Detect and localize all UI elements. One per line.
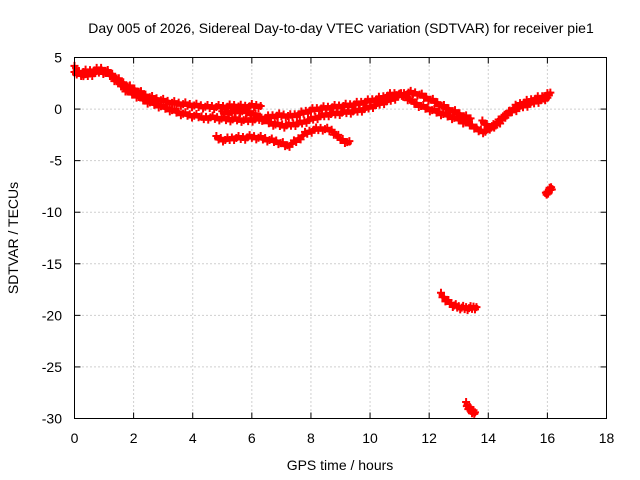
data-point xyxy=(496,119,505,128)
data-point xyxy=(338,135,347,144)
data-point xyxy=(137,92,145,101)
x-tick-label: 4 xyxy=(189,430,197,446)
data-point xyxy=(334,130,343,139)
x-tick-label: 12 xyxy=(421,430,437,446)
y-axis-label: SDTVAR / TECUs xyxy=(5,182,21,294)
y-tick-label: -20 xyxy=(42,307,62,323)
y-tick-labels: 5 0 -5 -10 -15 -20 -25 -30 xyxy=(42,50,62,427)
x-tick-label: 6 xyxy=(248,430,256,446)
plot-frame xyxy=(74,57,607,419)
series-track-j xyxy=(462,398,479,418)
data-point xyxy=(439,292,448,301)
data-point xyxy=(547,185,556,194)
data-point xyxy=(97,65,106,74)
data-point xyxy=(251,109,260,118)
data-point xyxy=(470,408,479,417)
data-point xyxy=(103,68,112,77)
data-point xyxy=(451,106,460,115)
data-point xyxy=(412,98,421,107)
y-tick-label: -5 xyxy=(50,153,63,169)
data-point xyxy=(436,288,445,297)
data-point xyxy=(444,104,453,113)
data-point xyxy=(108,72,117,81)
data-point xyxy=(502,111,511,120)
data-point xyxy=(462,111,471,120)
data-point xyxy=(345,137,354,146)
series-track-g xyxy=(478,88,555,133)
series-track-b xyxy=(70,61,203,122)
data-point xyxy=(125,86,134,95)
plot-series xyxy=(70,61,556,418)
x-tick-label: 2 xyxy=(130,430,138,446)
data-point xyxy=(327,125,336,134)
data-point xyxy=(433,98,442,107)
data-point xyxy=(498,115,507,124)
y-tick-label: -10 xyxy=(42,204,62,220)
x-tick-label: 10 xyxy=(362,430,378,446)
data-point xyxy=(417,89,426,98)
x-tick-label: 0 xyxy=(71,430,79,446)
data-point xyxy=(278,138,287,147)
y-tick-label: 0 xyxy=(54,101,62,117)
x-tick-label: 14 xyxy=(480,430,496,446)
x-tick-label: 8 xyxy=(307,430,315,446)
series-track-d xyxy=(218,86,475,132)
data-point xyxy=(74,66,83,75)
data-point xyxy=(428,94,437,103)
data-point xyxy=(119,82,128,91)
data-point xyxy=(244,107,253,116)
series-track-e xyxy=(212,123,354,151)
data-point xyxy=(546,88,555,97)
data-point xyxy=(468,120,477,129)
series-track-h xyxy=(541,183,556,199)
data-point xyxy=(472,303,481,312)
x-tick-label: 18 xyxy=(599,430,615,446)
x-tick-labels: 0 2 4 6 8 10 12 14 16 18 xyxy=(71,430,615,446)
data-point xyxy=(422,92,431,101)
y-tick-label: -25 xyxy=(42,359,62,375)
data-point xyxy=(478,116,487,125)
y-tick-label: 5 xyxy=(54,50,62,66)
data-point xyxy=(455,109,464,118)
y-tick-label: -15 xyxy=(42,256,62,272)
data-point xyxy=(255,112,264,121)
chart-title: Day 005 of 2026, Sidereal Day-to-day VTE… xyxy=(88,20,594,36)
data-point xyxy=(130,89,139,98)
data-point xyxy=(439,101,448,110)
series-track-i xyxy=(436,288,481,315)
x-tick-label: 16 xyxy=(540,430,556,446)
data-point xyxy=(256,101,265,110)
x-axis-label: GPS time / hours xyxy=(287,457,394,473)
data-point xyxy=(466,114,475,123)
data-point xyxy=(114,77,123,86)
y-tick-label: -30 xyxy=(42,411,62,427)
